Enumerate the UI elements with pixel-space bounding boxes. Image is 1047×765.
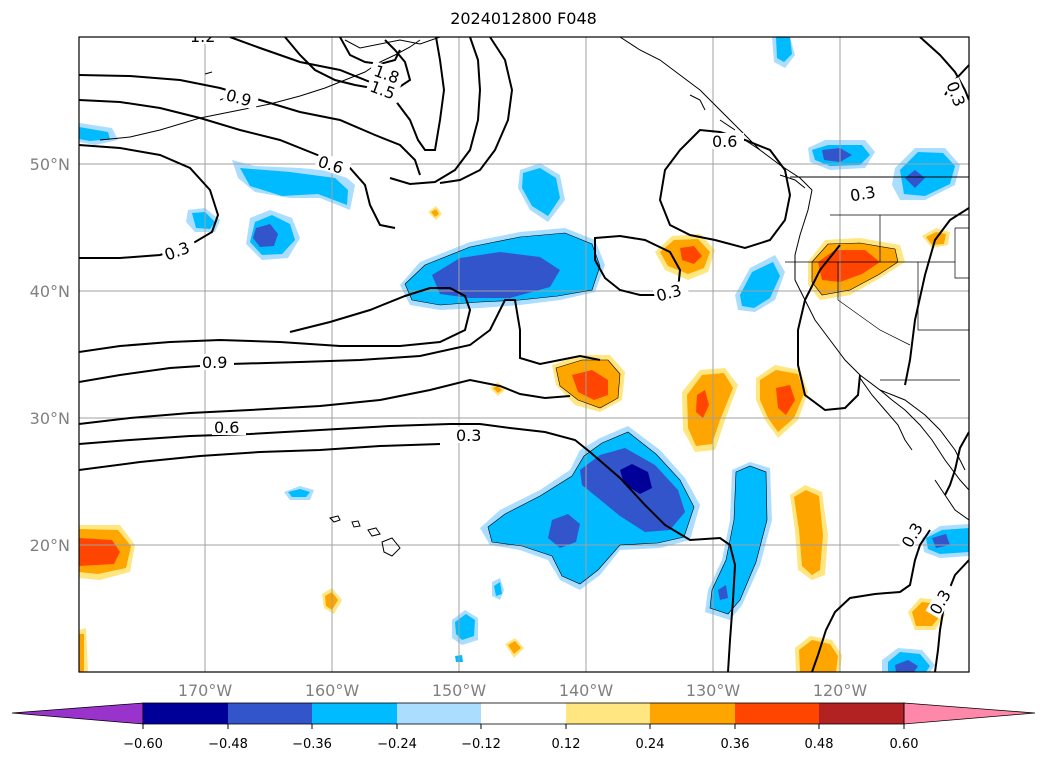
lon-label: 160°W bbox=[305, 681, 360, 700]
colorbar-tick-label: 0.24 bbox=[636, 737, 665, 752]
colorbar-cell bbox=[819, 703, 904, 724]
lon-label: 150°W bbox=[432, 681, 487, 700]
lon-label: 130°W bbox=[686, 681, 741, 700]
neg-shade bbox=[192, 212, 215, 229]
colorbar-tick-label: 0.48 bbox=[805, 737, 834, 752]
neg-shade bbox=[240, 168, 348, 205]
lat-label: 40°N bbox=[30, 282, 70, 301]
colorbar-cell bbox=[397, 703, 481, 724]
colorbar-tick-label: 0.12 bbox=[552, 737, 581, 752]
lat-label: 30°N bbox=[30, 409, 70, 428]
colorbar-tick-label: −0.24 bbox=[377, 737, 417, 752]
neg-shade bbox=[288, 489, 310, 497]
shade-outlines bbox=[404, 232, 899, 615]
neg-mid-shade bbox=[548, 514, 580, 548]
pos-shade bbox=[431, 209, 439, 217]
colorbar-cell bbox=[735, 703, 819, 724]
colorbar-tick-label: −0.60 bbox=[123, 737, 163, 752]
map-border bbox=[78, 36, 970, 673]
pos-shade bbox=[508, 641, 521, 654]
lat-labels: 50°N 40°N 30°N 20°N bbox=[30, 155, 70, 555]
colorbar-cell bbox=[228, 703, 312, 724]
colorbar-cell bbox=[650, 703, 735, 724]
shading-layer bbox=[79, 37, 969, 672]
lon-label: 120°W bbox=[813, 681, 868, 700]
contour-label: 0.6 bbox=[214, 418, 239, 437]
pos-shade bbox=[794, 490, 823, 575]
neg-mid-shade bbox=[822, 148, 852, 162]
coastlines bbox=[99, 37, 969, 557]
contour-label: 0.9 bbox=[202, 353, 227, 372]
neg-shade bbox=[522, 168, 560, 216]
contour-label: 0.3 bbox=[849, 182, 877, 205]
neg-shade bbox=[776, 37, 792, 62]
pos-shade bbox=[687, 373, 733, 446]
pos-mid-shade bbox=[572, 370, 608, 400]
pos-mid-shade bbox=[818, 250, 880, 282]
lat-label: 20°N bbox=[30, 536, 70, 555]
pos-mid-shade bbox=[696, 390, 709, 418]
colorbar-tick-label: −0.48 bbox=[208, 737, 248, 752]
lon-label: 170°W bbox=[178, 681, 233, 700]
map-title: 2024012800 F048 bbox=[450, 9, 597, 28]
colorbar-tick-label: 0.60 bbox=[890, 737, 919, 752]
neg-shade bbox=[494, 582, 502, 596]
lon-labels: 170°W 160°W 150°W 140°W 130°W 120°W bbox=[178, 681, 868, 700]
neg-mid-shade bbox=[905, 170, 925, 188]
contour-label: 1.2 bbox=[190, 27, 215, 46]
contour-label: 0.6 bbox=[712, 132, 737, 151]
colorbar-tick-label: −0.36 bbox=[292, 737, 332, 752]
pos-shade bbox=[493, 386, 502, 393]
neg-mid-shade bbox=[432, 252, 560, 298]
colorbar-cell bbox=[566, 703, 650, 724]
colorbar-tick-label: −0.12 bbox=[461, 737, 501, 752]
colorbar-cell bbox=[481, 703, 566, 724]
colorbar-cell bbox=[143, 703, 228, 724]
neg-mid-shade bbox=[718, 585, 728, 600]
colorbar: −0.60 −0.48 −0.36 −0.24 −0.12 0.12 0.24 … bbox=[11, 702, 1036, 752]
colorbar-extend-max bbox=[903, 702, 1036, 725]
lat-label: 50°N bbox=[30, 155, 70, 174]
neg-shade bbox=[740, 262, 780, 308]
neg-shade bbox=[455, 614, 475, 640]
pos-mid-shade bbox=[680, 246, 702, 264]
pos-shade bbox=[79, 634, 84, 672]
colorbar-extend-min bbox=[11, 702, 144, 725]
colorbar-cell bbox=[312, 703, 397, 724]
neg-shade bbox=[710, 466, 767, 614]
pos-mid-shade bbox=[776, 385, 795, 415]
neg-shade bbox=[79, 127, 110, 141]
neg-mid-shade bbox=[895, 660, 918, 672]
neg-mid-shade bbox=[253, 224, 278, 247]
contour-label: 0.3 bbox=[456, 426, 481, 445]
gridlines bbox=[79, 37, 969, 672]
colorbar-tick-label: 0.36 bbox=[721, 737, 750, 752]
neg-mid-shade bbox=[580, 448, 685, 532]
lon-label: 140°W bbox=[559, 681, 614, 700]
